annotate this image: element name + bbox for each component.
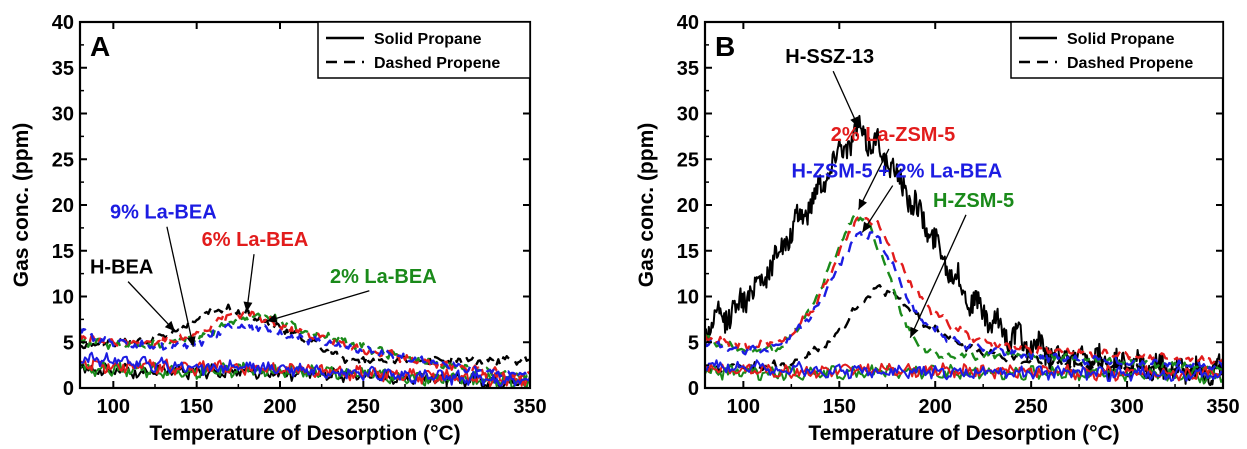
chart-panel-a: 0 5 10 15 20 25 30 35 40 100 150 200 250 300 350 Temper… (0, 0, 623, 449)
chart-b-ytick-label: 40 (677, 12, 699, 34)
chart-b-annotation-arrowhead (850, 116, 859, 128)
chart-a-ylabel: Gas conc. (ppm) (10, 123, 33, 288)
chart-b-annotation-arrowhead (862, 221, 872, 233)
chart-b-series-h-zsm-5-propene (705, 213, 1223, 373)
chart-a-annotation-arrow (127, 281, 176, 332)
chart-a-xtick-label: 150 (180, 396, 213, 418)
chart-b-xtick-label: 150 (823, 396, 856, 418)
chart-b-ytick-label: 20 (677, 195, 699, 217)
chart-a-ytick-label: 40 (52, 12, 74, 34)
chart-a-ytick-label: 30 (52, 104, 74, 126)
chart-b-ytick-label: 30 (677, 104, 699, 126)
chart-b-ytick-label: 35 (677, 58, 699, 80)
chart-a-annotation-arrow (166, 226, 194, 347)
chart-b-legend-label: Solid Propane (1067, 31, 1175, 48)
chart-a-xtick-label: 100 (97, 396, 130, 418)
chart-a-series-2-la-bea-propene (80, 312, 530, 382)
chart-b-annotation-h-zsm-5: H-ZSM-5 (933, 190, 1014, 212)
chart-a-annotation-arrow (266, 290, 370, 322)
chart-b-panel-letter: B (715, 31, 735, 62)
chart-a-series-9-la-bea-propene (80, 321, 530, 380)
chart-b-annotation-h-zsm-5-2-la-bea: H-ZSM-5 + 2% La-BEA (792, 161, 1003, 183)
chart-b-series-h-ssz-13-propene (705, 284, 1223, 374)
chart-b-svg: 0 5 10 15 20 25 30 35 40 100 150 200 250 300 350 Temper… (635, 12, 1240, 445)
chart-a-legend: Solid Propane Dashed Propene (317, 21, 531, 79)
chart-a-annotation-arrowhead (164, 320, 175, 332)
chart-a-series-h-bea-propene (80, 303, 530, 367)
chart-a-ytick-label: 25 (52, 149, 74, 171)
chart-b-annotation-arrowhead (858, 198, 867, 210)
chart-b-annotation-arrow (857, 148, 890, 210)
chart-a-annotation-9-la-bea: 9% La-BEA (110, 202, 217, 224)
chart-a-legend-label: Dashed Propene (374, 55, 500, 72)
chart-b-annotation-2-la-zsm-5: 2% La-ZSM-5 (831, 124, 955, 146)
chart-a-xtick-label: 350 (513, 396, 546, 418)
chart-b-annotation-h-ssz-13: H-SSZ-13 (785, 46, 874, 68)
chart-b-annotation-arrow (909, 214, 967, 338)
chart-b-xtick-label: 300 (1110, 396, 1143, 418)
chart-a-ytick-label: 35 (52, 58, 74, 80)
chart-a-annotation-2-la-bea: 2% La-BEA (330, 266, 437, 288)
chart-b-series-h-ssz-13-propane (705, 114, 1223, 386)
chart-b-annotation-arrowhead (910, 326, 919, 338)
chart-b-legend-label: Dashed Propene (1067, 55, 1193, 72)
chart-b-series-h-zsm-5-2-la-bea-propane (705, 359, 1223, 382)
chart-a-ytick-label: 15 (52, 241, 74, 263)
chart-b-ytick-label: 10 (677, 287, 699, 309)
chart-a-legend-label: Solid Propane (374, 31, 482, 48)
chart-a-series-6-la-bea-propene (80, 310, 530, 381)
chart-a-series-9-la-bea-propane (80, 351, 530, 387)
chart-a-ytick-label: 20 (52, 195, 74, 217)
chart-a-annotation-h-bea: H-BEA (90, 257, 153, 279)
chart-a-plot-area (80, 303, 530, 388)
chart-panel-b: 0 5 10 15 20 25 30 35 40 100 150 200 250 300 350 Temper… (623, 0, 1247, 449)
chart-a-annotation-6-la-bea: 6% La-BEA (202, 229, 309, 251)
chart-b-ylabel: Gas conc. (ppm) (635, 123, 658, 288)
chart-b-xtick-label: 100 (727, 396, 760, 418)
chart-b-series-2-la-zsm-5-propane (705, 362, 1223, 382)
chart-b-xlabel: Temperature of Desorption (°C) (808, 422, 1119, 445)
chart-b-annotation-arrow (832, 70, 860, 128)
chart-a-annotation-arrowhead (243, 301, 253, 313)
chart-a-annotation-arrowhead (186, 336, 196, 347)
chart-b-legend-box (1010, 21, 1224, 79)
chart-b-ytick-label: 5 (688, 332, 699, 354)
chart-a-xtick-label: 250 (347, 396, 380, 418)
chart-a-ytick-label: 5 (63, 332, 74, 354)
chart-a-ytick-label: 10 (52, 287, 74, 309)
chart-a-xtick-label: 200 (263, 396, 296, 418)
chart-a-legend-box (317, 21, 531, 79)
chart-a-panel-letter: A (90, 31, 110, 62)
chart-b-xtick-label: 250 (1014, 396, 1047, 418)
chart-a-xtick-label: 300 (430, 396, 463, 418)
chart-b-xtick-label: 350 (1206, 396, 1239, 418)
chart-b-ytick-label: 0 (688, 378, 699, 400)
chart-b-xtick-label: 200 (919, 396, 952, 418)
chart-b-ytick-label: 25 (677, 149, 699, 171)
chart-b-legend: Solid Propane Dashed Propene (1010, 21, 1224, 79)
chart-a-annotation-arrowhead (266, 314, 278, 323)
chart-a-svg: 0 5 10 15 20 25 30 35 40 100 150 200 250 300 350 Temper… (10, 12, 547, 445)
chart-b-ytick-label: 15 (677, 241, 699, 263)
chart-a-ytick-label: 0 (63, 378, 74, 400)
chart-b-plot-area (705, 114, 1223, 386)
chart-a-xlabel: Temperature of Desorption (°C) (149, 422, 460, 445)
